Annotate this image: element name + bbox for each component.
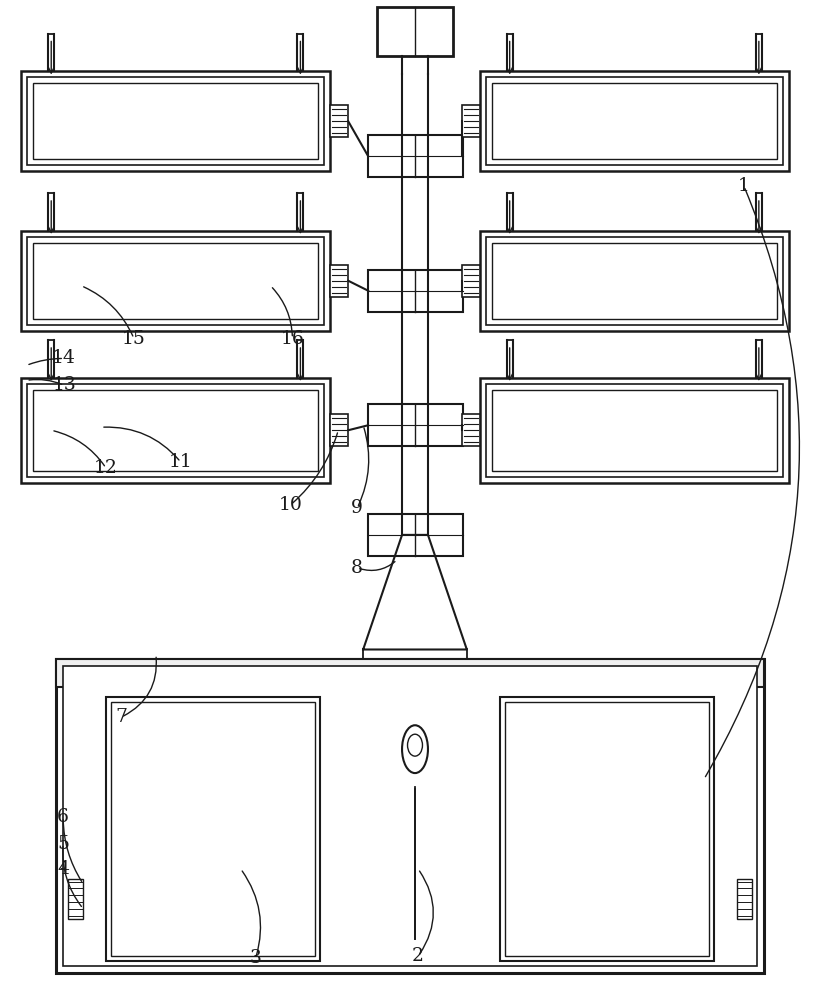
Bar (500, 697, 714, 961)
Polygon shape (364, 535, 466, 649)
Bar (480, 231, 788, 331)
Text: 8: 8 (351, 559, 364, 577)
Ellipse shape (402, 725, 428, 773)
Bar (491, 83, 777, 159)
Text: 5: 5 (57, 835, 69, 853)
Bar (480, 71, 788, 171)
Bar (56, 659, 764, 973)
Bar (491, 243, 777, 319)
Bar (63, 666, 757, 966)
Text: 9: 9 (351, 499, 364, 517)
Text: 3: 3 (250, 949, 261, 967)
Bar (369, 404, 463, 446)
Bar (68, 879, 83, 919)
Text: 14: 14 (52, 349, 76, 367)
Bar (56, 659, 764, 687)
Bar (491, 390, 777, 471)
Bar (461, 265, 480, 297)
Bar (486, 237, 783, 325)
Bar (22, 231, 330, 331)
Bar (737, 879, 752, 919)
Bar (27, 384, 325, 477)
Bar (106, 697, 320, 961)
Text: 10: 10 (279, 496, 302, 514)
Bar (33, 83, 319, 159)
Bar (369, 135, 463, 177)
Bar (330, 414, 349, 446)
Bar (330, 105, 349, 137)
Bar (369, 514, 463, 556)
Bar (111, 702, 315, 956)
Bar (505, 702, 709, 956)
Bar (33, 243, 319, 319)
Text: 12: 12 (94, 459, 118, 477)
Bar (486, 384, 783, 477)
Text: 15: 15 (122, 330, 146, 348)
Bar (27, 77, 325, 165)
Bar (22, 71, 330, 171)
Ellipse shape (408, 734, 422, 756)
Bar (330, 265, 349, 297)
Text: 7: 7 (115, 708, 127, 726)
Bar (377, 7, 453, 56)
Text: 2: 2 (412, 947, 424, 965)
Text: 4: 4 (57, 860, 69, 878)
Bar (461, 105, 480, 137)
Text: 6: 6 (57, 808, 69, 826)
Text: 13: 13 (52, 376, 76, 394)
Bar (22, 378, 330, 483)
Bar (461, 414, 480, 446)
Text: 16: 16 (281, 330, 305, 348)
Bar (27, 237, 325, 325)
Text: 11: 11 (169, 453, 193, 471)
Bar (33, 390, 319, 471)
Bar (486, 77, 783, 165)
Text: 1: 1 (738, 177, 749, 195)
Bar (480, 378, 788, 483)
Bar (369, 270, 463, 312)
